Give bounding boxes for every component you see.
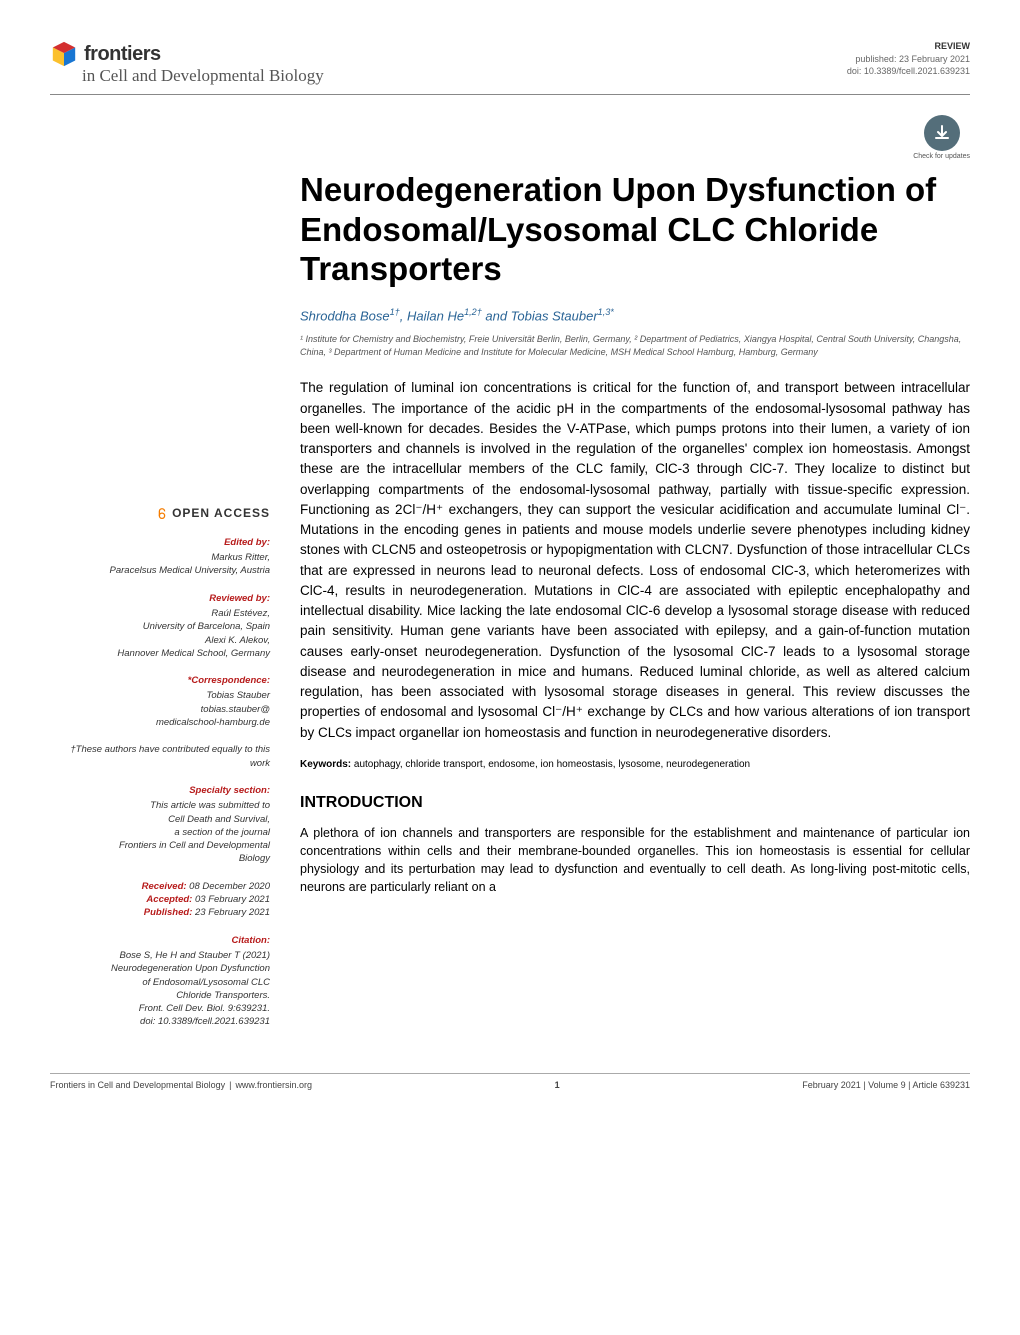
check-updates-badge[interactable]: Check for updates [913, 115, 970, 160]
journal-name: in Cell and Developmental Biology [82, 66, 324, 86]
citation-block: Citation: Bose S, He H and Stauber T (20… [50, 934, 270, 1029]
correspondence-content: Tobias Stauber tobias.stauber@ medicalsc… [50, 689, 270, 729]
dates-block: Received: 08 December 2020 Accepted: 03 … [50, 880, 270, 920]
footer-journal-link[interactable]: Frontiers in Cell and Developmental Biol… [50, 1080, 225, 1090]
footer-sep: | [229, 1080, 231, 1090]
contributed-note: †These authors have contributed equally … [50, 743, 270, 770]
reviewed-by-block: Reviewed by: Raúl Estévez, University of… [50, 592, 270, 660]
accepted-label: Accepted: [146, 894, 192, 905]
publish-date: published: 23 February 2021 [847, 53, 970, 66]
citation-label: Citation: [50, 934, 270, 947]
correspondence-label: *Correspondence: [50, 674, 270, 687]
keywords-line: Keywords: autophagy, chloride transport,… [300, 759, 970, 770]
article-title: Neurodegeneration Upon Dysfunction of En… [300, 170, 970, 289]
journal-brand-block: frontiers in Cell and Developmental Biol… [50, 40, 324, 86]
specialty-content: This article was submitted to Cell Death… [50, 799, 270, 865]
edited-by-label: Edited by: [50, 536, 270, 549]
published-date: 23 February 2021 [192, 907, 270, 918]
received-date: 08 December 2020 [187, 881, 270, 892]
intro-heading: INTRODUCTION [300, 794, 970, 812]
updates-label: Check for updates [913, 153, 970, 160]
footer-url-link[interactable]: www.frontiersin.org [235, 1080, 312, 1090]
edited-by-content: Markus Ritter, Paracelsus Medical Univer… [50, 551, 270, 578]
contributed-note-block: †These authors have contributed equally … [50, 743, 270, 770]
sidebar-meta: OPEN ACCESS Edited by: Markus Ritter, Pa… [50, 125, 270, 1043]
citation-content: Bose S, He H and Stauber T (2021) Neurod… [50, 949, 270, 1029]
doi: doi: 10.3389/fcell.2021.639231 [847, 65, 970, 78]
reviewed-by-content: Raúl Estévez, University of Barcelona, S… [50, 607, 270, 660]
header-divider [50, 94, 970, 95]
page-footer: Frontiers in Cell and Developmental Biol… [50, 1073, 970, 1090]
main-content: Check for updates Neurodegeneration Upon… [300, 125, 970, 1043]
keywords-text: autophagy, chloride transport, endosome,… [351, 759, 750, 770]
edited-by-block: Edited by: Markus Ritter, Paracelsus Med… [50, 536, 270, 578]
specialty-label: Specialty section: [50, 784, 270, 797]
open-access-icon [155, 507, 169, 521]
reviewed-by-label: Reviewed by: [50, 592, 270, 605]
updates-icon [932, 123, 952, 143]
correspondence-block: *Correspondence: Tobias Stauber tobias.s… [50, 674, 270, 729]
affiliations: ¹ Institute for Chemistry and Biochemist… [300, 333, 970, 358]
specialty-block: Specialty section: This article was subm… [50, 784, 270, 866]
accepted-date: 03 February 2021 [192, 894, 270, 905]
abstract-text: The regulation of luminal ion concentrat… [300, 378, 970, 743]
keywords-label: Keywords: [300, 759, 351, 770]
page-header: frontiers in Cell and Developmental Biol… [50, 40, 970, 86]
footer-issue-info: February 2021 | Volume 9 | Article 63923… [802, 1080, 970, 1090]
article-type: REVIEW [847, 40, 970, 53]
frontiers-logo-icon [50, 40, 78, 68]
authors-line: Shroddha Bose1†, Hailan He1,2† and Tobia… [300, 307, 970, 323]
publication-info: REVIEW published: 23 February 2021 doi: … [847, 40, 970, 78]
frontiers-wordmark: frontiers [84, 43, 161, 66]
open-access-block: OPEN ACCESS [50, 505, 270, 522]
received-label: Received: [142, 881, 187, 892]
footer-page-number: 1 [555, 1080, 560, 1090]
published-label: Published: [144, 907, 193, 918]
intro-paragraph: A plethora of ion channels and transport… [300, 824, 970, 897]
open-access-label: OPEN ACCESS [172, 506, 270, 520]
